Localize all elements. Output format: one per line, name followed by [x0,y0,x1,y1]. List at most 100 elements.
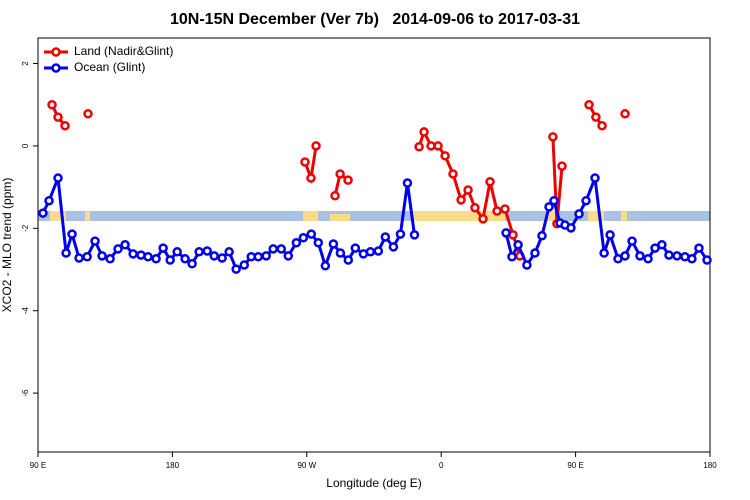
point [83,109,93,119]
point [320,261,331,271]
point [590,173,600,183]
ocean-band [38,211,710,221]
point [350,243,361,253]
point [306,173,316,183]
land-band [588,211,604,221]
point [599,248,609,258]
point [128,249,138,259]
point [194,247,204,257]
point [291,237,302,248]
point [548,132,558,142]
point [419,127,429,137]
point [224,247,234,257]
point [702,255,712,265]
point [180,254,190,264]
point [53,112,63,122]
point [343,255,354,265]
legend-label: Land (Nadir&Glint) [74,44,173,58]
point [492,206,502,216]
point [151,254,161,264]
chart-title: 10N-15N December (Ver 7b) 2014-09-06 to … [170,11,580,28]
point [306,229,317,239]
point [311,141,321,151]
point [664,250,674,260]
point [300,157,310,167]
point [365,247,376,257]
land-band [330,214,350,221]
point [172,247,182,257]
point [330,191,340,201]
point [82,251,92,262]
point [507,251,517,262]
land-band [412,211,505,221]
point [143,251,153,262]
point [276,244,287,254]
point [343,175,353,185]
point [566,223,576,233]
point [61,248,71,258]
point [584,99,594,110]
point [687,254,697,264]
point [620,251,630,261]
y-tick-label: -6 [21,389,30,397]
land-band [85,211,90,221]
point [581,195,591,206]
point [105,254,115,264]
point [209,251,219,261]
point [694,243,704,253]
point [335,248,346,258]
point [158,243,168,253]
point [657,240,667,250]
point [448,169,458,179]
point [335,169,345,179]
point [402,178,413,188]
x-tick-label: 180 [703,461,717,470]
point [591,112,601,122]
land-mask [38,211,710,221]
point [627,236,637,246]
point [67,229,77,239]
point [38,208,48,218]
point [537,230,547,241]
point [500,204,510,214]
point [530,248,540,258]
point [380,232,391,242]
point [74,253,84,263]
point [44,195,54,206]
x-tick-label: 90 E [30,461,46,470]
point [298,233,309,243]
point [672,251,682,261]
point [97,251,107,261]
point [463,185,473,195]
y-axis-title: XCO2 - MLO trend (ppm) [0,178,14,313]
point [187,258,197,269]
point [231,264,241,274]
point [328,239,339,249]
point [643,254,653,264]
point [485,177,495,187]
point [283,251,294,261]
point [440,151,450,161]
x-axis-title: Longitude (deg E) [326,476,421,490]
point [433,141,443,151]
x-tick-label: 180 [166,461,180,470]
land-band [303,211,318,221]
point [395,229,406,239]
point [414,142,424,152]
land-band [50,211,66,221]
point [456,195,466,205]
y-tick-label: 0 [21,143,30,148]
legend-label: Ocean (Glint) [74,60,145,74]
y-tick-label: -2 [21,224,30,232]
point [268,244,278,254]
point [313,237,324,248]
point [597,120,607,131]
y-tick-label: -4 [21,307,30,315]
point [574,209,584,219]
point [60,120,70,131]
point [388,242,399,252]
point [239,260,249,270]
land-band [548,211,560,221]
x-tick-label: 90 E [567,461,583,470]
